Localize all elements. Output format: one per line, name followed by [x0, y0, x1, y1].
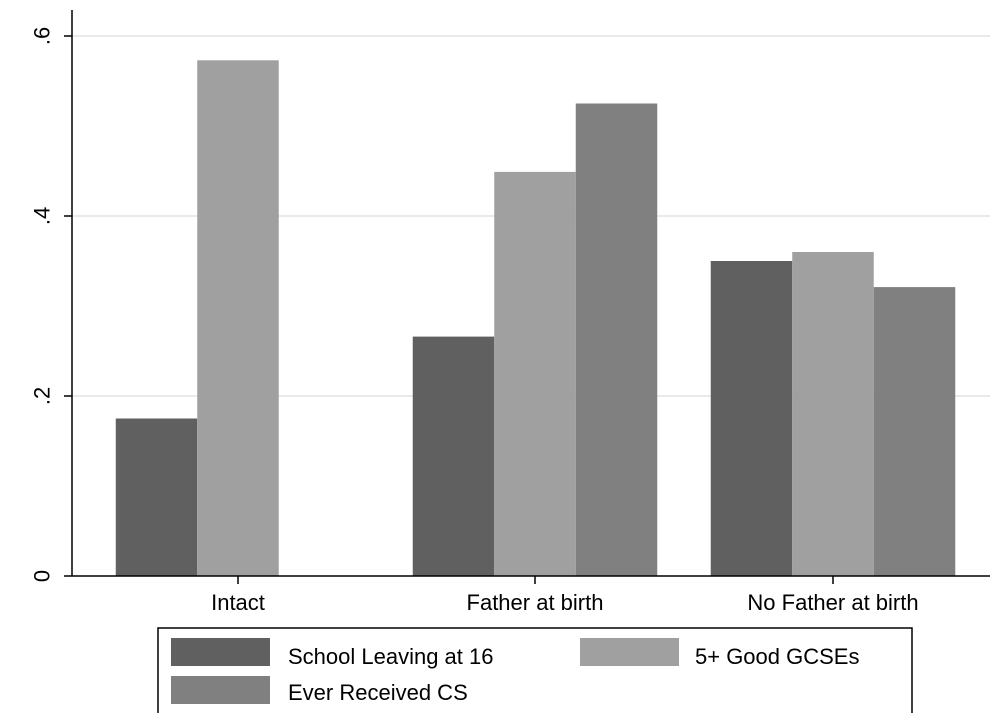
- y-axis-ticks: 0 .2 .4 .6: [30, 27, 72, 582]
- x-category-label: Father at birth: [467, 590, 604, 615]
- x-axis-category-labels: Intact Father at birth No Father at birth: [211, 576, 919, 615]
- bar: [575, 103, 658, 576]
- bar: [197, 60, 279, 577]
- bar: [710, 261, 793, 576]
- y-tick-label: .6: [30, 27, 55, 45]
- y-tick-label: .2: [30, 387, 55, 405]
- legend-label: Ever Received CS: [288, 680, 468, 705]
- bar: [115, 418, 198, 576]
- bar: [873, 287, 956, 576]
- bar: [494, 171, 576, 576]
- legend-swatch: [580, 638, 679, 666]
- legend-box: [157, 627, 913, 713]
- x-category-label: No Father at birth: [747, 590, 918, 615]
- legend-swatch: [171, 676, 270, 704]
- bars: [115, 60, 956, 577]
- legend-label: School Leaving at 16: [288, 644, 494, 669]
- bar: [792, 252, 874, 576]
- x-category-label: Intact: [211, 590, 265, 615]
- bar: [412, 336, 495, 576]
- y-tick-label: 0: [30, 570, 55, 582]
- legend-swatch: [171, 638, 270, 666]
- legend-label: 5+ Good GCSEs: [695, 644, 859, 669]
- y-tick-label: .4: [30, 207, 55, 225]
- legend: School Leaving at 16 5+ Good GCSEs Ever Re…: [157, 627, 913, 713]
